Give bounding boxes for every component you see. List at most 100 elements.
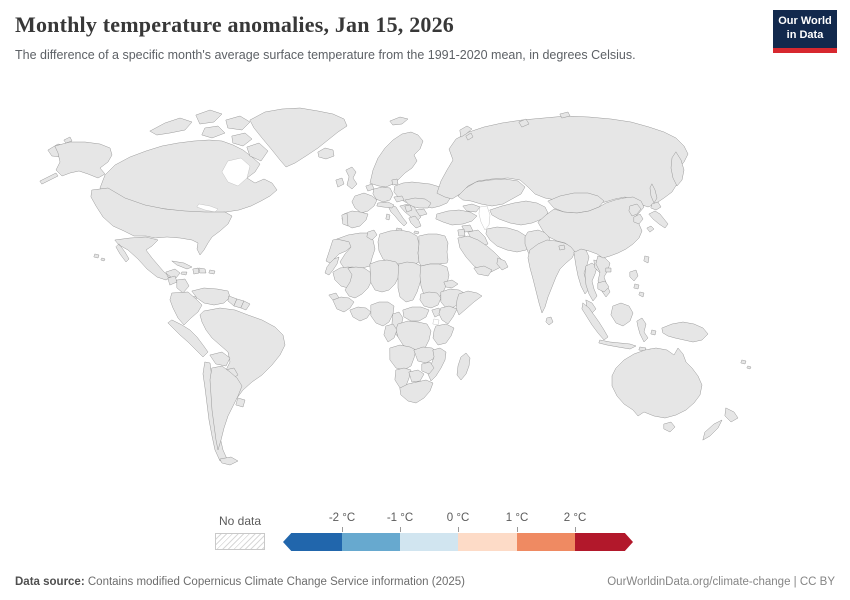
country-sakhalin[interactable] — [649, 183, 658, 204]
country-alaska[interactable] — [39, 141, 113, 185]
country-gabon-congo[interactable] — [383, 323, 398, 343]
country-caucasus[interactable] — [462, 203, 481, 213]
country-chad[interactable] — [397, 261, 423, 303]
country-bhutan[interactable] — [558, 244, 566, 251]
country-serbia[interactable] — [404, 204, 413, 213]
country-uruguay[interactable] — [235, 397, 246, 408]
legend-bin-0-1[interactable] — [458, 533, 517, 551]
country-denmark[interactable] — [391, 178, 399, 186]
country-libya[interactable] — [377, 229, 420, 265]
country-tierra-del-fuego[interactable] — [219, 456, 239, 466]
legend-bin-1-2[interactable] — [517, 533, 575, 551]
country-mali[interactable] — [344, 266, 373, 299]
country-somalia[interactable] — [455, 290, 483, 316]
country-hawaii[interactable] — [93, 253, 106, 262]
legend-bin-lt-neg2[interactable] — [283, 533, 342, 551]
legend-bin-neg2-neg1[interactable] — [342, 533, 400, 551]
country-honduras-nicaragua[interactable] — [176, 278, 190, 294]
country-france[interactable] — [351, 192, 378, 214]
owid-link[interactable]: OurWorldinData.org/climate-change | CC B… — [607, 576, 835, 588]
country-switzerland-austria[interactable] — [376, 201, 395, 209]
country-uk[interactable] — [345, 166, 358, 190]
country-botswana[interactable] — [408, 369, 425, 383]
country-russia[interactable] — [436, 115, 689, 208]
owid-logo[interactable]: Our World in Data — [773, 10, 837, 53]
country-puerto-rico[interactable] — [208, 269, 216, 275]
country-iran[interactable] — [485, 226, 531, 253]
country-netherlands[interactable] — [365, 183, 375, 192]
country-japan[interactable] — [646, 201, 669, 233]
country-madagascar[interactable] — [456, 352, 471, 381]
country-svalbard[interactable] — [389, 116, 409, 126]
country-china[interactable] — [537, 196, 645, 259]
country-new-guinea[interactable] — [661, 321, 709, 343]
country-iceland[interactable] — [317, 147, 335, 160]
country-canadian-arctic-islands[interactable] — [149, 109, 269, 162]
no-data-swatch[interactable] — [215, 533, 265, 550]
country-north-korea[interactable] — [628, 203, 642, 217]
country-south-korea[interactable] — [633, 213, 644, 225]
country-czechia[interactable] — [393, 195, 405, 203]
country-south-sudan[interactable] — [419, 291, 442, 309]
country-yemen[interactable] — [473, 265, 493, 277]
country-guinea-region[interactable] — [332, 296, 355, 313]
country-malawi-mozambique[interactable] — [427, 347, 447, 382]
legend-bin-neg1-0[interactable] — [400, 533, 458, 551]
country-jamaica[interactable] — [180, 271, 188, 276]
country-eritrea[interactable] — [443, 279, 459, 289]
country-jordan-israel[interactable] — [457, 228, 466, 237]
country-tanzania[interactable] — [432, 323, 455, 346]
country-oman[interactable] — [496, 257, 509, 271]
country-venezuela[interactable] — [191, 287, 231, 306]
country-turkey[interactable] — [435, 209, 478, 226]
country-germany[interactable] — [372, 186, 394, 203]
country-kazakhstan[interactable] — [457, 178, 526, 207]
country-usa[interactable] — [90, 187, 233, 256]
country-hainan[interactable] — [605, 267, 612, 273]
country-sri-lanka[interactable] — [545, 316, 554, 326]
country-tunisia[interactable] — [366, 229, 378, 241]
country-kamchatka[interactable] — [670, 151, 685, 187]
country-philippines[interactable] — [629, 269, 645, 298]
country-zimbabwe[interactable] — [421, 361, 435, 375]
country-south-africa[interactable] — [399, 379, 434, 404]
country-nigeria[interactable] — [370, 301, 395, 327]
country-india[interactable] — [527, 239, 576, 314]
country-cambodia[interactable] — [597, 280, 610, 293]
country-peru-ecuador[interactable] — [167, 319, 209, 358]
country-french-guiana[interactable] — [240, 300, 251, 311]
country-bulgaria[interactable] — [415, 208, 428, 217]
country-arctic-islands[interactable] — [518, 111, 571, 128]
country-cuba[interactable] — [171, 260, 193, 270]
country-ivory-coast-ghana[interactable] — [349, 306, 372, 322]
country-tasmania[interactable] — [663, 421, 676, 433]
country-argentina[interactable] — [209, 365, 243, 451]
country-scandinavia[interactable] — [369, 131, 424, 188]
country-algeria[interactable] — [336, 232, 376, 269]
country-australia[interactable] — [611, 347, 703, 419]
country-niger[interactable] — [369, 259, 401, 293]
country-haiti[interactable] — [192, 267, 200, 275]
country-new-zealand[interactable] — [702, 407, 739, 441]
country-egypt[interactable] — [417, 233, 449, 267]
country-namibia[interactable] — [394, 367, 412, 389]
country-thailand[interactable] — [584, 262, 598, 302]
country-greece[interactable] — [408, 215, 422, 235]
country-western-sahara[interactable] — [324, 256, 340, 276]
country-malaysia[interactable] — [585, 299, 597, 314]
country-bolivia[interactable] — [209, 351, 231, 367]
country-ireland[interactable] — [335, 177, 345, 188]
country-kenya[interactable] — [438, 305, 458, 325]
legend-bin-gt2[interactable] — [575, 533, 633, 551]
country-fiji[interactable] — [740, 359, 752, 370]
country-taiwan[interactable] — [643, 255, 650, 264]
country-novaya-zemlya[interactable] — [459, 125, 474, 141]
country-mexico[interactable] — [114, 236, 181, 281]
country-central-african-republic[interactable] — [402, 306, 430, 322]
country-portugal[interactable] — [341, 212, 349, 227]
country-colombia[interactable] — [169, 291, 203, 326]
country-angola[interactable] — [389, 344, 417, 371]
country-greenland[interactable] — [249, 107, 348, 168]
country-dominican-republic[interactable] — [198, 267, 207, 274]
